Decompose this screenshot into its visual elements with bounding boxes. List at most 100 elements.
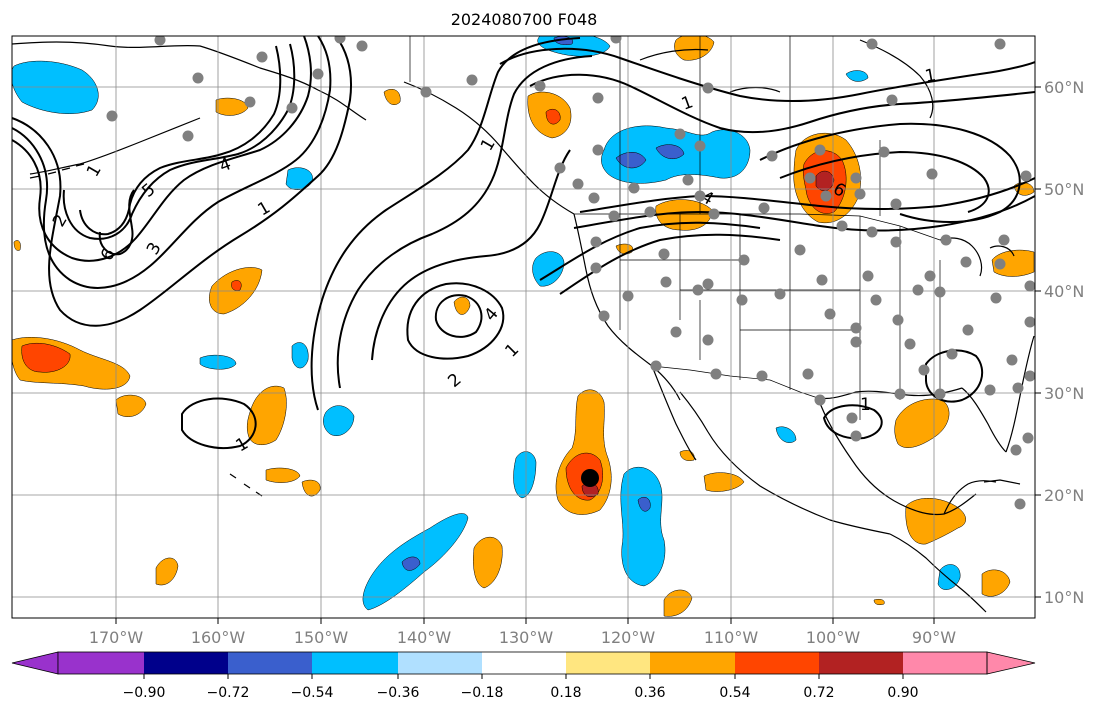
lat-label: 20°N [1044, 486, 1084, 505]
station-dot [334, 36, 346, 44]
station-dot [286, 102, 298, 114]
station-dot [610, 36, 622, 44]
anomaly-patch [873, 598, 885, 606]
storm-center-marker [581, 469, 599, 487]
station-dot [708, 208, 720, 220]
contour-pac-low [181, 397, 257, 450]
anomaly-patch [991, 249, 1035, 277]
station-dot [846, 412, 858, 424]
station-dot [802, 368, 814, 380]
contour-mid-4 [406, 282, 505, 360]
station-dot [774, 288, 786, 300]
anomaly-patch [905, 498, 966, 545]
anomaly-patch [115, 394, 147, 417]
colorbar-tick-label: −0.54 [291, 685, 334, 701]
baja [651, 365, 709, 461]
station-dot [106, 110, 118, 122]
colorbar-max-extend [986, 651, 1036, 675]
contour-west-3 [12, 36, 312, 262]
station-dot [702, 334, 714, 346]
station-dot [738, 254, 750, 266]
station-dot [850, 430, 862, 442]
station-dot [924, 270, 936, 282]
colorbar-segment [566, 652, 650, 674]
alaska-coast [12, 41, 367, 121]
station-dot [994, 258, 1006, 270]
station-dot [886, 94, 898, 106]
station-dot [682, 174, 694, 186]
colorbar-tick-label: 0.54 [719, 685, 750, 701]
colorbar: −0.90 −0.72 −0.54 −0.36 −0.18 0.18 0.36 … [11, 651, 1036, 701]
anomaly-patch [894, 398, 950, 448]
station-dot [758, 202, 770, 214]
station-dot [692, 284, 704, 296]
station-dot [870, 294, 882, 306]
station-dot [1010, 444, 1022, 456]
aleutians [29, 163, 85, 179]
colorbar-min-extend [11, 651, 59, 675]
station-dot [622, 290, 634, 302]
graticule [12, 36, 1035, 618]
canada-provinces [619, 36, 881, 216]
station-dot [592, 92, 604, 104]
contour-jet-3 [539, 221, 761, 281]
lon-label: 140°W [397, 628, 452, 647]
anomaly-patch [215, 97, 249, 116]
colorbar-segment [482, 652, 566, 674]
axis-ticks [115, 86, 1041, 624]
colorbar-segment [58, 652, 144, 674]
lon-label: 90°W [912, 628, 956, 647]
contour-north-1 [499, 47, 1035, 103]
station-dot [946, 348, 958, 360]
anomaly-patch [453, 296, 471, 315]
colorbar-tick-label: 0.36 [634, 685, 665, 701]
colorbar-tick-label: −0.90 [123, 685, 166, 701]
anomaly-patch [231, 280, 242, 291]
contour-label: 1 [860, 395, 871, 415]
anomaly-patch [246, 385, 287, 446]
lat-label: 10°N [1044, 588, 1084, 607]
contour-mid-5 [434, 294, 483, 338]
anomaly-patch [679, 450, 695, 461]
colorbar-segment [819, 652, 903, 674]
anomaly-patch [615, 152, 647, 169]
station-dot [1024, 316, 1035, 328]
station-dot [962, 324, 974, 336]
station-dot [1024, 280, 1035, 292]
anomaly-patch [545, 109, 561, 125]
colorbar-tick-label: −0.36 [377, 685, 420, 701]
colorbar-segment [903, 652, 987, 674]
station-dot [1020, 170, 1032, 182]
anomaly-patch [637, 497, 651, 512]
lat-label: 40°N [1044, 282, 1084, 301]
anomaly-patch [674, 36, 715, 61]
anomaly-patch [383, 89, 401, 105]
station-dot [756, 370, 768, 382]
colorbar-ticks [143, 674, 904, 679]
anomaly-patch [663, 589, 693, 617]
station-dot [608, 210, 620, 222]
map-frame [11, 35, 1036, 619]
colorbar-tick-label: −0.18 [461, 685, 504, 701]
station-dot [894, 388, 906, 400]
station-dot [598, 310, 610, 322]
station-dot [588, 192, 600, 204]
station-dot [814, 394, 826, 406]
station-dot [990, 292, 1002, 304]
station-dot [1014, 498, 1026, 510]
contour-mid-3 [371, 149, 571, 361]
station-dot [1012, 382, 1024, 394]
anomaly-patch [513, 451, 537, 499]
station-dot [572, 178, 584, 190]
station-dot [256, 51, 268, 63]
station-dot [934, 388, 946, 400]
station-dot [912, 284, 924, 296]
longitude-labels: 170°W 160°W 150°W 140°W 130°W 120°W 110°… [89, 628, 956, 647]
west-coast-us [573, 213, 681, 401]
station-dot [1006, 354, 1018, 366]
station-dot [628, 182, 640, 194]
station-dot [312, 68, 324, 80]
atlantic-coast [1005, 335, 1035, 453]
station-dot [766, 150, 778, 162]
colorbar-tick-label: 0.18 [550, 685, 581, 701]
